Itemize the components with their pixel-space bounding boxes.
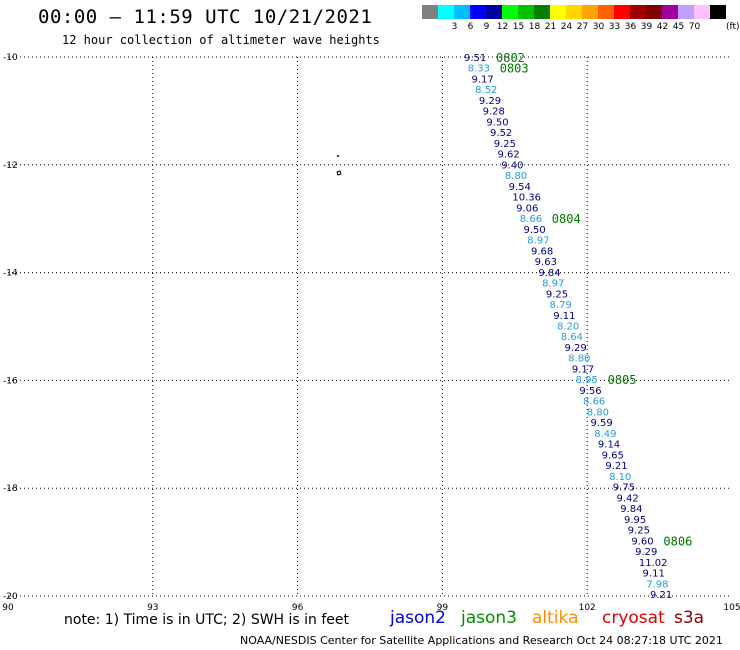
wave-height-label: 8.66: [583, 397, 605, 408]
wave-height-label: 11.02: [639, 558, 668, 569]
wave-height-label: 8.52: [475, 85, 497, 96]
lat-tick-label: -18: [3, 484, 18, 494]
wave-height-label: 8.64: [561, 332, 583, 343]
wave-height-label: 8.20: [557, 322, 579, 333]
lat-tick-label: -16: [3, 376, 18, 386]
wave-height-label: 7.98: [646, 579, 668, 590]
wave-height-label: 9.21: [650, 590, 672, 601]
satellite-cryosat: cryosat: [602, 608, 665, 628]
legend-label: 27: [576, 22, 589, 32]
wave-height-label: 9.95: [624, 515, 646, 526]
wave-height-label: 9.25: [628, 526, 650, 537]
page-subtitle: 12 hour collection of altimeter wave hei…: [62, 33, 380, 47]
wave-height-label: 9.62: [497, 150, 519, 161]
wave-height-map: 90 93 96 99 102 105 -10 -12 -14 -16 -18 -20 9.518.33…: [2, 51, 740, 610]
wave-height-label: 9.52: [490, 128, 512, 139]
lat-tick-label: -14: [3, 269, 18, 279]
lon-tick-label: 105: [723, 603, 740, 610]
lon-tick-label: 96: [292, 603, 304, 610]
legend-label: 45: [672, 22, 685, 32]
wave-height-label: 8.97: [542, 279, 564, 290]
wave-height-label: 9.17: [471, 74, 493, 85]
wave-height-label: 9.84: [620, 504, 642, 515]
legend-label: 15: [512, 22, 525, 32]
wave-height-label: 9.14: [598, 440, 620, 451]
lon-tick-label: 99: [437, 603, 449, 610]
wave-height-label: 9.29: [635, 547, 657, 558]
wave-height-label: 9.06: [516, 203, 538, 214]
wave-height-label: 9.65: [602, 450, 624, 461]
legend-label: 33: [608, 22, 621, 32]
wave-height-label: 9.60: [631, 536, 653, 547]
satellite-s3a: s3a: [674, 608, 705, 628]
lat-tick-label: -10: [3, 53, 18, 63]
wave-height-label: 9.42: [617, 493, 639, 504]
footnote: note: 1) Time is in UTC; 2) SWH is in fe…: [64, 612, 350, 628]
legend-label: 70: [688, 22, 701, 32]
wave-height-label: 9.54: [509, 182, 531, 193]
wave-height-label: 8.80: [505, 171, 527, 182]
legend-label: 18: [528, 22, 541, 32]
time-label: 0802: [496, 51, 525, 65]
legend-label: 39: [640, 22, 653, 32]
wave-height-label: 9.25: [494, 139, 516, 150]
wave-height-label: 8.66: [520, 214, 542, 225]
satellite-altika: altika: [532, 608, 579, 628]
lon-tick-label: 102: [579, 603, 596, 610]
wave-height-label: 9.11: [643, 569, 665, 580]
wave-height-label: 9.84: [538, 268, 560, 279]
legend-label: 24: [560, 22, 573, 32]
wave-height-label: 9.63: [535, 257, 557, 268]
wave-height-label: 8.79: [550, 300, 572, 311]
wave-height-label: 9.29: [564, 343, 586, 354]
wave-height-label: 8.10: [609, 472, 631, 483]
lon-tick-label: 93: [147, 603, 158, 610]
lon-tick-label: 90: [2, 603, 14, 610]
wave-height-label: 9.28: [483, 107, 505, 118]
time-label: 0804: [552, 212, 581, 226]
wave-height-label: 9.68: [531, 246, 553, 257]
legend-label: 42: [656, 22, 669, 32]
legend-label: 36: [624, 22, 637, 32]
time-label: 0805: [608, 373, 637, 387]
lat-tick-label: -20: [3, 592, 18, 602]
wave-height-label: 9.21: [605, 461, 627, 472]
wave-height-label: 9.11: [553, 311, 575, 322]
wave-height-label: 10.36: [512, 193, 541, 204]
wave-height-label: 8.80: [568, 354, 590, 365]
satellite-jason2: jason2: [390, 608, 446, 628]
time-label: 0806: [663, 534, 692, 548]
legend-swatch: [710, 5, 727, 19]
credit-footer: NOAA/NESDIS Center for Satellite Applica…: [240, 634, 723, 647]
time-label: 0803: [500, 62, 529, 76]
wave-height-label: 8.95: [576, 375, 598, 386]
island-marker: [337, 155, 339, 157]
legend-label: 21: [544, 22, 557, 32]
wave-height-label: 9.29: [479, 96, 501, 107]
wave-height-label: 9.50: [524, 225, 546, 236]
wave-height-label: 9.56: [579, 386, 601, 397]
page-title: 00:00 – 11:59 UTC 10/21/2021: [38, 6, 373, 28]
lat-tick-label: -12: [3, 161, 18, 171]
legend-label: 30: [592, 22, 605, 32]
legend-label: 12: [496, 22, 509, 32]
wave-height-label: 8.49: [594, 429, 616, 440]
wave-height-label: 9.51: [464, 53, 486, 64]
satellite-jason3: jason3: [461, 608, 517, 628]
wave-height-label: 9.40: [501, 160, 523, 171]
wave-height-label: 8.80: [587, 407, 609, 418]
wave-height-label: 9.25: [546, 289, 568, 300]
wave-height-label: 9.75: [613, 483, 635, 494]
wave-height-label: 9.17: [572, 364, 594, 375]
wave-height-label: 9.50: [486, 117, 508, 128]
legend-label: 6: [467, 22, 474, 32]
wave-height-label: 9.59: [590, 418, 612, 429]
legend-unit: (ft): [726, 22, 740, 32]
legend-label: 3: [451, 22, 458, 32]
wave-height-label: 8.33: [468, 64, 490, 75]
island-marker: [336, 170, 342, 176]
wave-height-label: 8.97: [527, 236, 549, 247]
legend-label: 9: [483, 22, 490, 32]
